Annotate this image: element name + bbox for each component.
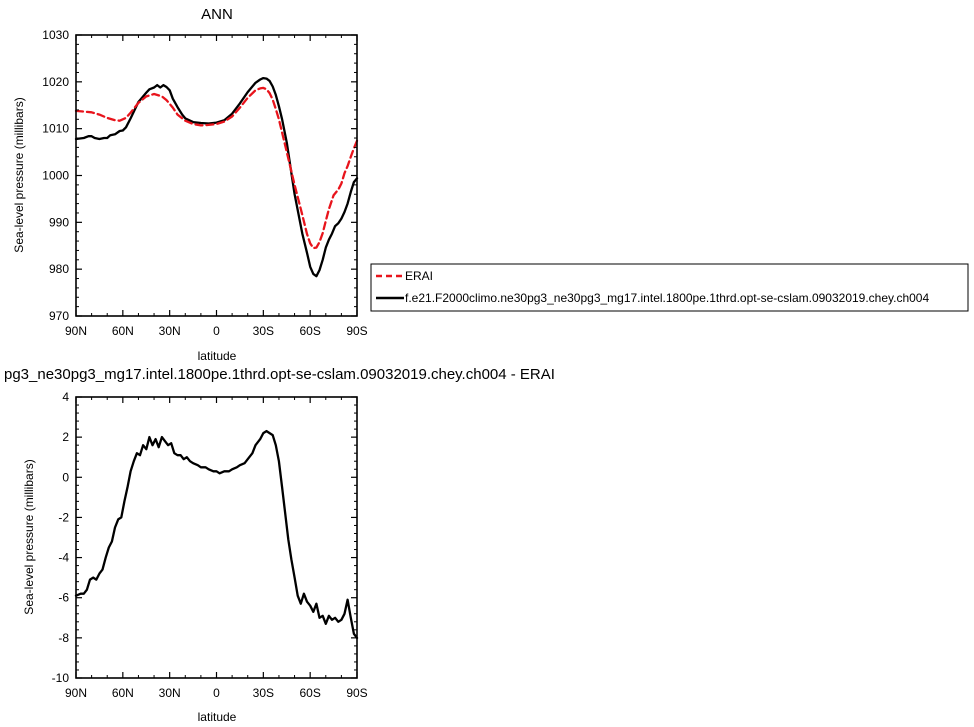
x-tick-label: 30S [253, 324, 274, 338]
y-tick-label: -2 [58, 510, 69, 524]
y-tick-label: 0 [62, 470, 69, 484]
y-tick-label: 970 [49, 309, 69, 323]
panel-difference: pg3_ne30pg3_mg17.intel.1800pe.1thrd.opt-… [4, 366, 555, 724]
x-tick-label: 90S [346, 324, 367, 338]
x-tick-label: 0 [213, 324, 220, 338]
x-tick-label: 90S [346, 686, 367, 700]
y-tick-label: 4 [62, 390, 69, 404]
x-tick-label: 30N [159, 686, 181, 700]
x-tick-label: 90N [65, 686, 87, 700]
x-tick-label: 60S [299, 686, 320, 700]
x-tick-label: 60S [299, 324, 320, 338]
y-tick-label: 1020 [42, 75, 69, 89]
y-tick-label: -4 [58, 551, 69, 565]
y-tick-label: 1030 [42, 28, 69, 42]
plot-frame [75, 396, 358, 679]
x-tick-label: 60N [112, 686, 134, 700]
x-tick-label: 30S [253, 686, 274, 700]
y-tick-label: 980 [49, 262, 69, 276]
legend-entry-model: f.e21.F2000climo.ne30pg3_ne30pg3_mg17.in… [405, 291, 929, 305]
x-tick-label: 0 [213, 686, 220, 700]
x-tick-label: 60N [112, 324, 134, 338]
y-tick-label: -6 [58, 591, 69, 605]
series-line-difference [74, 429, 359, 640]
y-tick-label: 1010 [42, 122, 69, 136]
x-axis-label: latitude [198, 349, 237, 363]
x-tick-label: 90N [65, 324, 87, 338]
y-axis-label: Sea-level pressure (millibars) [12, 97, 26, 252]
y-tick-label: 990 [49, 215, 69, 229]
legend: ERAI f.e21.F2000climo.ne30pg3_ne30pg3_mg… [370, 263, 969, 312]
y-tick-label: -8 [58, 631, 69, 645]
x-tick-label: 30N [159, 324, 181, 338]
panel-mean-slp: ANN Sea-level pressure (millibars) latit… [12, 6, 368, 363]
x-axis-label: latitude [198, 710, 237, 724]
y-tick-label: 1000 [42, 169, 69, 183]
y-axis-label: Sea-level pressure (millibars) [22, 459, 36, 614]
chart-title: pg3_ne30pg3_mg17.intel.1800pe.1thrd.opt-… [4, 366, 555, 383]
y-tick-label: 2 [62, 430, 69, 444]
legend-box [370, 263, 969, 312]
y-tick-label: -10 [52, 671, 70, 685]
series-line-erai [74, 86, 359, 250]
chart-title: ANN [201, 6, 233, 23]
series-line-model [74, 76, 359, 278]
legend-entry-erai: ERAI [405, 269, 433, 283]
